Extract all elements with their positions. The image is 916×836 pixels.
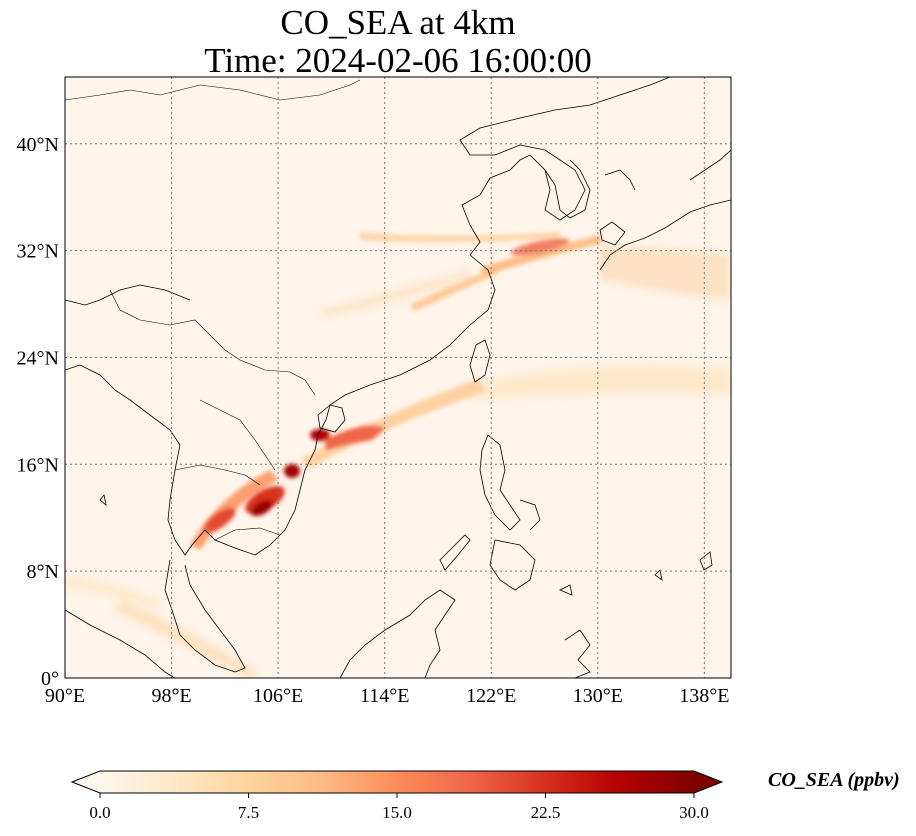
- colorbar-extend-min: [72, 771, 100, 793]
- lat-tick-label: 16°N: [17, 454, 59, 476]
- colorbar-tick-label: 0.0: [89, 803, 110, 822]
- chart-title-line2: Time: 2024-02-06 16:00:00: [204, 41, 592, 80]
- co-concentration-field: [65, 232, 731, 678]
- lon-tick-label: 138°E: [679, 685, 729, 707]
- axis-tick-labels: 90°E 98°E 106°E 114°E 122°E 130°E 138°E 0° 8°N 16…: [17, 134, 730, 707]
- colorbar-gradient: [100, 771, 694, 793]
- lon-tick-label: 130°E: [573, 685, 623, 707]
- colorbar-extend-max: [694, 771, 722, 793]
- lat-tick-label: 8°N: [27, 561, 59, 583]
- lon-tick-label: 98°E: [151, 685, 191, 707]
- lat-tick-label: 0°: [41, 668, 59, 690]
- coastlines: [65, 77, 731, 678]
- lat-tick-label: 40°N: [17, 134, 59, 156]
- colorbar-ticks: 0.0 7.5 15.0 22.5 30.0: [89, 793, 709, 822]
- gridlines: [65, 77, 731, 678]
- colorbar-label: CO_SEA (ppbv): [768, 769, 900, 791]
- colorbar-tick-label: 15.0: [382, 803, 412, 822]
- lon-tick-label: 106°E: [253, 685, 303, 707]
- lat-tick-label: 32°N: [17, 241, 59, 263]
- colorbar-tick-label: 7.5: [238, 803, 259, 822]
- colorbar-tick-label: 22.5: [531, 803, 561, 822]
- lon-tick-label: 122°E: [466, 685, 516, 707]
- lon-tick-label: 114°E: [360, 685, 409, 707]
- lat-tick-label: 24°N: [17, 347, 59, 369]
- colorbar-tick-label: 30.0: [679, 803, 709, 822]
- lon-tick-label: 90°E: [45, 685, 85, 707]
- chart-title-line1: CO_SEA at 4km: [280, 3, 516, 42]
- map-frame: [64, 76, 732, 679]
